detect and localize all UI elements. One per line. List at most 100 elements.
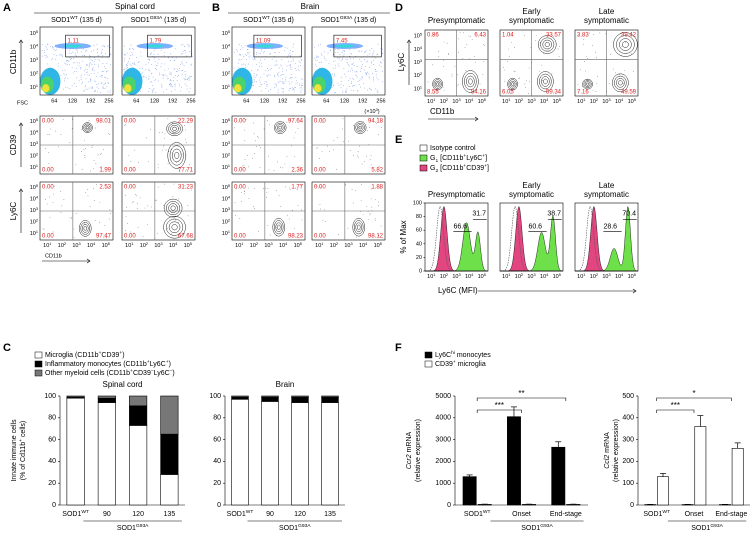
event-dot [141,73,143,75]
event-dot [124,54,126,56]
event-dot [103,83,105,85]
event-dot [355,71,357,73]
event-dot [64,62,66,64]
event-dot [380,66,382,68]
event-dot [103,148,104,150]
bar-segment [160,433,179,475]
error-bar [697,415,704,427]
event-dot [107,82,109,84]
legend-swatch [34,369,43,377]
event-dot [182,63,184,65]
event-dot [260,59,261,61]
text-part: 2 [435,168,438,174]
event-dot [482,74,484,75]
event-dot [284,47,286,49]
event-dot [260,147,261,149]
event-dot [65,60,67,62]
event-dot [48,134,50,135]
event-dot [359,79,361,81]
y-tick-label: 400 [622,415,634,422]
event-dot [104,82,106,84]
text-part: 10 [222,232,228,238]
event-dot [275,84,277,85]
event-dot [243,56,245,57]
text-part: 2 [64,242,66,246]
event-dot [101,76,103,78]
text-part: 10 [264,243,270,249]
event-dot [372,80,374,82]
text-part: 10 [184,243,190,249]
event-dot [275,86,277,88]
contour [511,82,515,86]
event-dot [595,51,596,53]
event-dot [319,157,320,159]
event-dot [74,54,76,56]
event-dot [85,86,87,88]
event-dot [106,71,108,73]
event-dot [359,58,361,60]
event-dot [277,89,279,91]
event-dot [344,73,346,75]
quadrant-value: 31.23 [178,185,194,191]
quadrant-value: 49.59 [621,90,637,96]
event-dot [583,43,585,45]
text-part: + [99,351,102,356]
event-dot [341,76,342,78]
event-dot [137,61,139,63]
event-dot [239,49,241,51]
y-tick-label: 60 [213,436,221,443]
event-dot [53,47,55,49]
event-dot [278,75,280,77]
contour [539,73,552,90]
text-part: G93A [150,15,163,21]
text-part: 1 [508,273,510,277]
event-dot [245,59,247,60]
y-tick-label: 40 [416,241,422,247]
event-dot [83,90,85,92]
event-dot [290,64,292,66]
event-dot [256,75,258,77]
event-dot [290,66,292,68]
event-dot [353,58,355,60]
event-dot [299,55,301,57]
text-part: 10 [30,220,36,226]
text-part: 5 [380,242,382,246]
y-axis-label: Ly6C [397,53,406,72]
text-part: 5 [420,33,422,37]
event-dot [94,89,96,91]
text-part: + [19,439,24,442]
event-dot [104,68,106,69]
event-dot [378,201,380,203]
event-dot [528,67,530,69]
quadrant-value: 98.23 [288,234,304,240]
text-part: 10 [222,208,228,214]
contour [167,142,186,169]
text-part: + [130,369,133,374]
legend-label: G1 [CD11b+Ly6C+] [430,154,487,164]
event-dot [259,166,261,168]
event-dot [281,70,283,72]
event-dot [300,62,302,64]
x-tick-label: 102 [140,242,148,249]
event-dot [319,203,321,205]
event-dot [360,71,362,73]
text-part: CD39 [466,165,484,172]
event-dot [289,83,291,85]
event-dot [87,195,89,197]
event-dot [62,70,64,71]
event-dot [74,61,76,63]
event-dot [375,88,377,90]
x-tick-label: 105 [294,242,302,249]
event-dot [356,71,358,73]
text-part: 4 [93,242,96,246]
event-dot [447,54,449,55]
event-dot [596,76,598,77]
text-part: WT [81,509,89,515]
event-dot [558,56,560,57]
event-dot [52,202,54,203]
event-dot [346,88,348,90]
event-dot [164,63,166,65]
event-dot [354,71,356,73]
legend-swatch [34,360,43,368]
event-dot [254,153,255,154]
